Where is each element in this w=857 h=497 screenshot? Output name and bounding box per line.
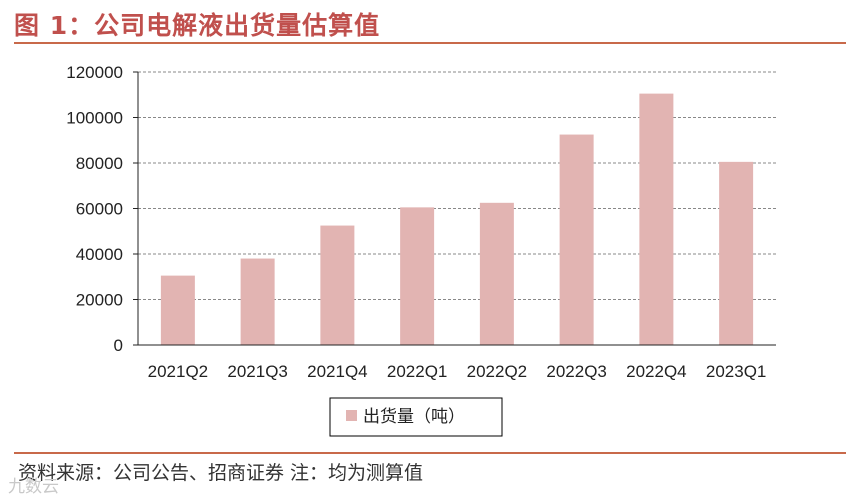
x-tick-label: 2022Q3: [546, 362, 607, 381]
bar-2022Q4: [639, 93, 674, 345]
y-tick-label: 100000: [66, 109, 123, 128]
bar-2021Q3: [240, 258, 275, 345]
x-tick-label: 2022Q2: [467, 362, 528, 381]
gridlines: [133, 71, 776, 346]
title-divider: [14, 42, 846, 44]
legend: 出货量（吨）: [329, 397, 503, 437]
y-tick-label: 120000: [66, 63, 123, 82]
watermark-text: 九数云: [8, 477, 59, 496]
bar-chart: 0 20000 40000 60000 80000 100000 120000 2021Q2…: [66, 63, 776, 437]
y-tick-label: 0: [114, 336, 123, 355]
legend-label: 出货量（吨）: [363, 407, 465, 427]
y-tick-label: 60000: [76, 200, 123, 219]
bar-2022Q2: [479, 202, 514, 345]
bar-2021Q2: [160, 275, 195, 345]
bars: [160, 93, 754, 345]
x-tick-label: 2021Q3: [227, 362, 288, 381]
source-note: 资料来源：公司公告、招商证券 注：均为测算值: [18, 462, 424, 484]
legend-box: [329, 397, 503, 437]
legend-swatch: [346, 410, 357, 421]
x-tick-labels: 2021Q2 2021Q3 2021Q4 2022Q1 2022Q2 2022Q3 2022…: [148, 362, 767, 381]
footer-divider: [14, 452, 846, 454]
x-tick-label: 2022Q1: [387, 362, 448, 381]
bar-2022Q1: [400, 207, 435, 345]
x-tick-label: 2021Q2: [148, 362, 209, 381]
y-tick-label: 80000: [76, 154, 123, 173]
y-tick-label: 40000: [76, 245, 123, 264]
x-tick-label: 2022Q4: [626, 362, 687, 381]
y-tick-labels: 0 20000 40000 60000 80000 100000 120000: [66, 63, 123, 355]
y-tick-label: 20000: [76, 291, 123, 310]
axes: [137, 72, 776, 346]
x-tick-label: 2023Q1: [706, 362, 767, 381]
x-tick-label: 2021Q4: [307, 362, 368, 381]
bar-2022Q3: [559, 134, 594, 345]
bar-2021Q4: [320, 225, 355, 345]
figure-title: 图 1：公司电解液出货量估算值: [14, 11, 381, 40]
bar-2023Q1: [719, 161, 754, 345]
